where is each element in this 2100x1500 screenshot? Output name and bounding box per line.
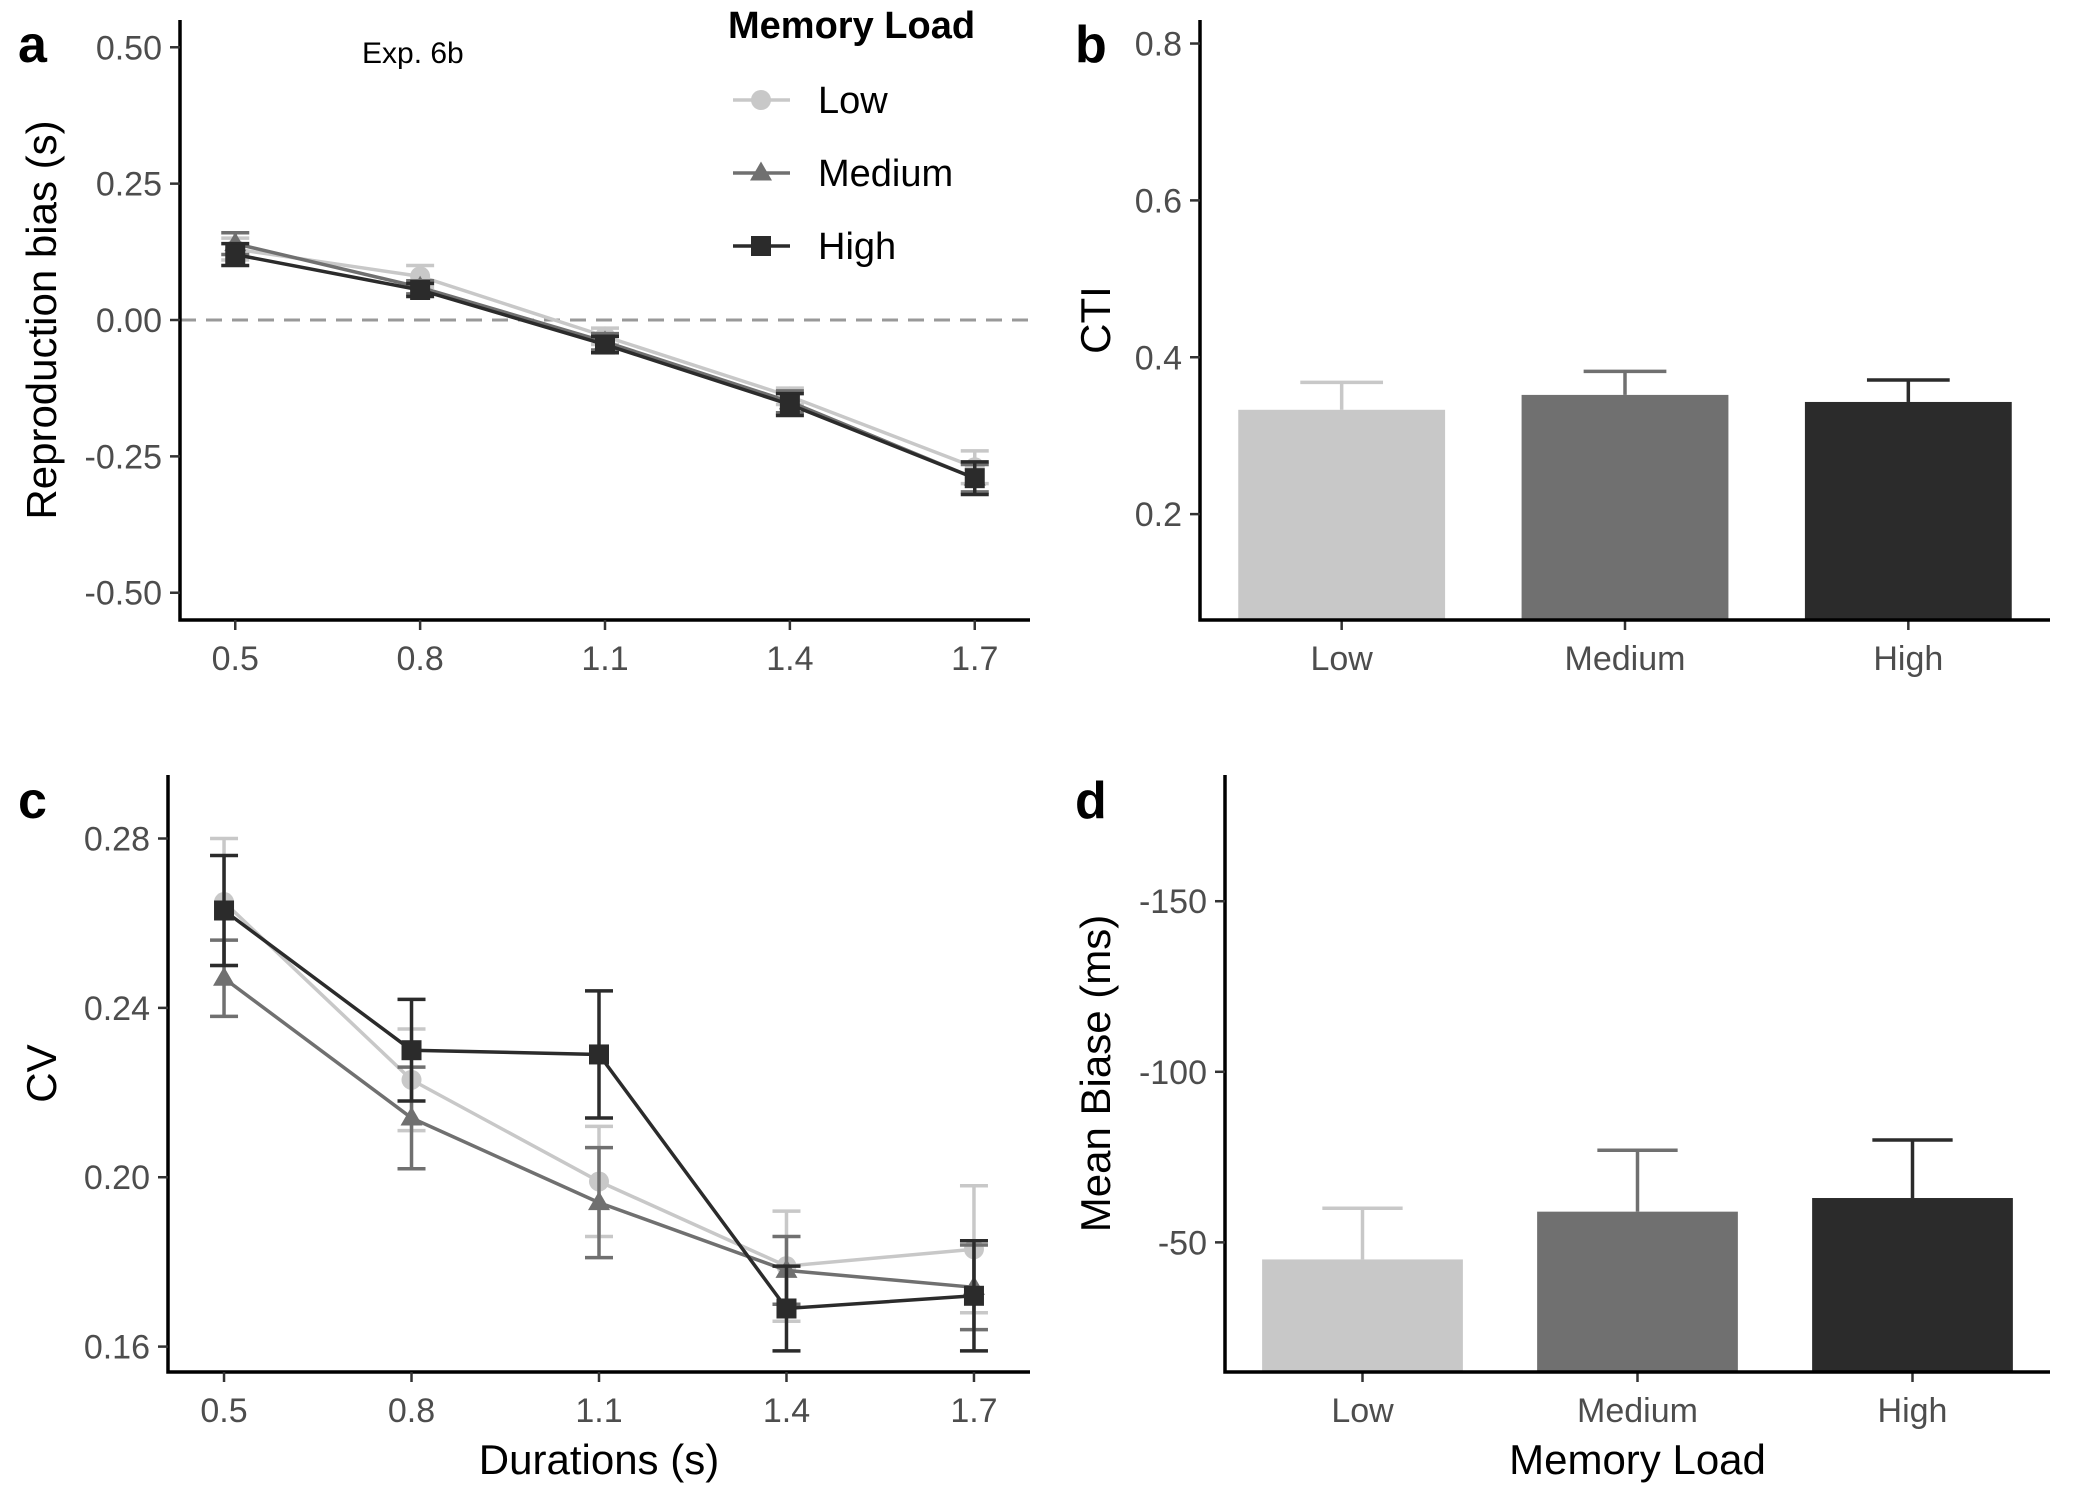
axis-lines [166, 775, 1030, 1374]
series-high [221, 241, 989, 497]
a-xtick-label: 1.7 [951, 640, 998, 678]
legend-item-medium: Medium [733, 153, 953, 195]
a-xtick-label: 0.5 [212, 640, 259, 678]
b-xtick-label: Medium [1565, 640, 1686, 678]
legend-item-low: Low [733, 80, 888, 122]
legend-marker [751, 236, 771, 256]
d-y-axis-label: Mean Biase (ms) [1072, 915, 1119, 1232]
c-xtick-label: 1.7 [950, 1392, 997, 1430]
series-high [210, 853, 988, 1353]
axis-lines [1198, 20, 2050, 622]
data-point [213, 966, 236, 986]
data-point [588, 1191, 610, 1211]
a-xtick-label: 0.8 [396, 640, 443, 678]
d-xtick-label: Low [1331, 1392, 1394, 1430]
panel-label-b: b [1075, 16, 1107, 74]
data-point [401, 1040, 422, 1061]
bar-low [1262, 1259, 1463, 1372]
c-x-axis-label: Durations (s) [479, 1436, 719, 1483]
c-y-axis-label: CV [18, 1044, 65, 1102]
b-y-axis-label: CTI [1072, 286, 1119, 354]
b-ytick-label: 0.4 [1135, 339, 1182, 377]
legend-marker [751, 90, 771, 110]
a-ytick-label: -0.50 [85, 575, 163, 613]
c-ytick-label: 0.16 [84, 1329, 150, 1367]
d-xtick-label: High [1878, 1392, 1948, 1430]
panel-label-d: d [1075, 772, 1107, 830]
a-xtick-label: 1.1 [581, 640, 628, 678]
legend-label: Medium [818, 153, 953, 195]
data-point [214, 900, 235, 921]
c-xtick-label: 1.1 [575, 1392, 622, 1430]
data-point [595, 334, 615, 355]
bar-high [1812, 1198, 2013, 1372]
d-ytick-label: -100 [1139, 1054, 1207, 1092]
series-line [234, 252, 976, 480]
bar-medium [1521, 394, 1729, 620]
d-ytick-label: -50 [1158, 1224, 1207, 1262]
data-point [779, 394, 800, 415]
b-xtick-label: Low [1310, 640, 1373, 678]
experiment-annotation: Exp. 6b [362, 37, 464, 70]
data-point [400, 1106, 423, 1126]
legend-item-high: High [733, 226, 896, 268]
series-medium [221, 230, 989, 494]
a-ytick-label: 0.00 [96, 302, 162, 340]
d-ytick-label: -150 [1139, 883, 1207, 921]
bar-low [1238, 409, 1446, 620]
c-ytick-label: 0.24 [84, 990, 150, 1028]
d-x-axis-label: Memory Load [1509, 1436, 1766, 1483]
panel-label-a: a [18, 16, 48, 74]
c-ytick-label: 0.20 [84, 1159, 150, 1197]
legend-label: High [818, 226, 896, 268]
b-ytick-label: 0.2 [1135, 496, 1182, 534]
c-xtick-label: 0.8 [388, 1392, 435, 1430]
data-point [589, 1044, 609, 1065]
legend-marker [750, 161, 772, 181]
data-point [410, 280, 431, 300]
a-ytick-label: 0.50 [96, 29, 162, 67]
panel-c: 0.28 0.24 0.20 0.16 0.5 0.8 1.1 1.4 1.7 CV Duratio… [18, 772, 1030, 1483]
panel-a: 0.50 0.25 0.00 -0.25 -0.50 0.5 0.8 1.1 1.4 1.7 Rep… [18, 16, 1030, 678]
panel-d: Low Medium High -150 -100 -50 Mean Biase (ms) M… [1072, 772, 2050, 1483]
data-point [964, 468, 985, 489]
a-ytick-label: 0.25 [96, 166, 162, 204]
data-point [776, 1298, 797, 1319]
axis-lines [1223, 775, 2050, 1374]
bar-medium [1537, 1211, 1738, 1372]
panel-b: Low Medium High 0.2 0.4 0.6 0.8 CTI b [1072, 16, 2050, 678]
data-point [963, 1285, 984, 1306]
b-ytick-label: 0.6 [1135, 182, 1182, 220]
c-ytick-label: 0.28 [84, 821, 150, 859]
legend-title: Memory Load [728, 5, 975, 47]
b-xtick-label: High [1873, 640, 1943, 678]
series-line [234, 241, 976, 480]
bar-high [1804, 401, 2012, 620]
legend-label: Low [818, 80, 888, 122]
c-xtick-label: 0.5 [200, 1392, 247, 1430]
a-ytick-label: -0.25 [85, 438, 163, 476]
b-ytick-label: 0.8 [1135, 26, 1182, 64]
d-xtick-label: Medium [1577, 1392, 1698, 1430]
axis-lines [178, 20, 1030, 622]
data-point [225, 244, 246, 265]
legend: Memory Load Low Medium High [728, 5, 975, 268]
a-xtick-label: 1.4 [766, 640, 813, 678]
a-y-axis-label: Reproduction bias (s) [18, 120, 65, 519]
panel-label-c: c [18, 772, 47, 830]
c-xtick-label: 1.4 [763, 1392, 810, 1430]
